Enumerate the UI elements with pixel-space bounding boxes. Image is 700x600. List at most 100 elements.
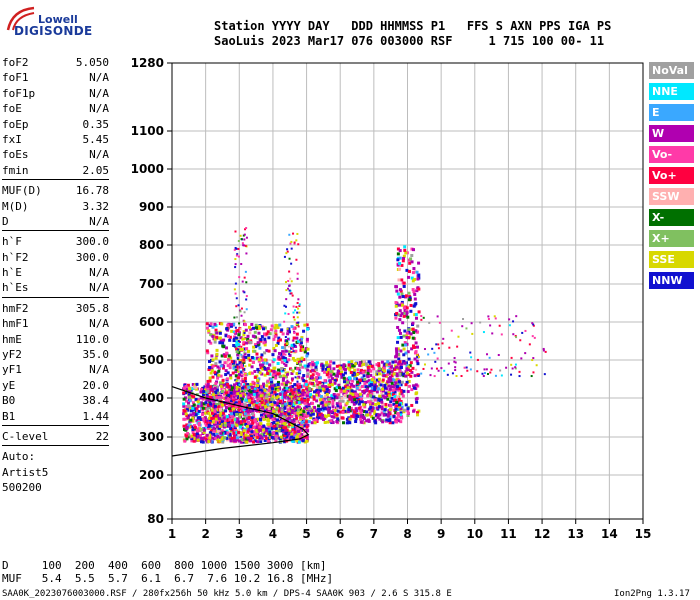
echo-point [191, 386, 195, 390]
echo-point [402, 347, 406, 351]
param-row: foEs N/A [2, 147, 109, 162]
echo-point [228, 362, 232, 366]
echo-point [381, 420, 385, 424]
echo-point [244, 406, 248, 410]
echo-point [409, 332, 413, 336]
echo-point [284, 375, 288, 379]
echo-point [303, 391, 307, 395]
echo-point [412, 290, 416, 294]
echo-point [286, 379, 289, 382]
echo-point [325, 387, 329, 391]
echo-point [276, 361, 280, 365]
echo-point [229, 376, 233, 380]
echo-point [362, 362, 366, 366]
echo-point [271, 387, 275, 391]
echo-point [395, 416, 399, 420]
echo-point [204, 423, 208, 427]
echo-point [411, 321, 415, 325]
echo-point [410, 388, 414, 392]
echo-point [306, 374, 310, 378]
echo-point [270, 426, 274, 430]
echo-point [215, 380, 219, 384]
echo-point [386, 397, 390, 401]
echo-point [233, 409, 237, 413]
echo-point [252, 405, 256, 409]
echo-point [242, 429, 246, 433]
echo-point [365, 380, 369, 384]
echo-point [210, 354, 214, 358]
echo-point [218, 439, 222, 443]
echo-point [240, 348, 244, 352]
echo-point [309, 413, 313, 417]
echo-point [403, 245, 407, 249]
echo-point [320, 363, 324, 367]
echo-point [377, 402, 381, 406]
echo-point [183, 439, 187, 443]
param-row: yE 20.0 [2, 378, 109, 393]
echo-point [284, 350, 287, 353]
echo-point [232, 434, 236, 438]
echo-point [214, 382, 218, 386]
echo-point [185, 407, 189, 411]
echo-point [347, 363, 351, 367]
echo-point [187, 395, 191, 399]
echo-point [201, 417, 205, 421]
echo-point [317, 394, 321, 398]
echo-point [327, 383, 331, 387]
echo-point [519, 339, 522, 342]
echo-point [236, 396, 239, 399]
echo-point [318, 389, 322, 393]
echo-point [311, 410, 315, 414]
echo-point [286, 248, 289, 251]
echo-point [299, 413, 303, 417]
echo-point [300, 420, 304, 424]
echo-point [185, 437, 189, 441]
echo-point [386, 360, 390, 364]
echo-point [367, 369, 371, 373]
echo-point [249, 439, 253, 443]
echo-point [229, 426, 233, 430]
echo-point [244, 382, 247, 385]
echo-point [240, 355, 243, 358]
legend-entry: W [649, 125, 694, 142]
echo-point [402, 254, 406, 258]
echo-point [300, 378, 304, 382]
echo-point [345, 390, 349, 394]
echo-point [334, 389, 338, 393]
echo-point [222, 392, 226, 396]
echo-point [210, 416, 214, 420]
echo-point [277, 401, 281, 405]
echo-point [279, 420, 283, 424]
y-tick-label: 900 [139, 200, 164, 214]
echo-point [213, 322, 217, 326]
echo-point [213, 386, 217, 390]
echo-point [193, 383, 197, 387]
echo-point [414, 313, 418, 317]
echo-point [393, 390, 397, 394]
echo-point [497, 354, 500, 357]
echo-point [333, 410, 337, 414]
echo-point [260, 325, 264, 329]
param-value: 300.0 [75, 235, 109, 249]
echo-point [219, 394, 223, 398]
echo-point [241, 432, 245, 436]
echo-point [234, 292, 237, 295]
echo-point [211, 358, 215, 362]
echo-point [349, 370, 353, 374]
echo-point [437, 343, 440, 346]
echo-point [221, 403, 225, 407]
echo-point [303, 413, 307, 417]
echo-point [296, 316, 299, 319]
echo-point [301, 365, 305, 369]
echo-point [213, 370, 217, 374]
x-tick-label: 9 [437, 527, 445, 541]
echo-point [238, 394, 242, 398]
echo-point [230, 329, 234, 333]
echo-point [377, 367, 381, 371]
echo-point [247, 395, 251, 399]
echo-point [265, 431, 269, 435]
echo-point [232, 439, 236, 443]
echo-point [241, 390, 245, 394]
echo-point [394, 301, 398, 305]
echo-point [318, 383, 322, 387]
